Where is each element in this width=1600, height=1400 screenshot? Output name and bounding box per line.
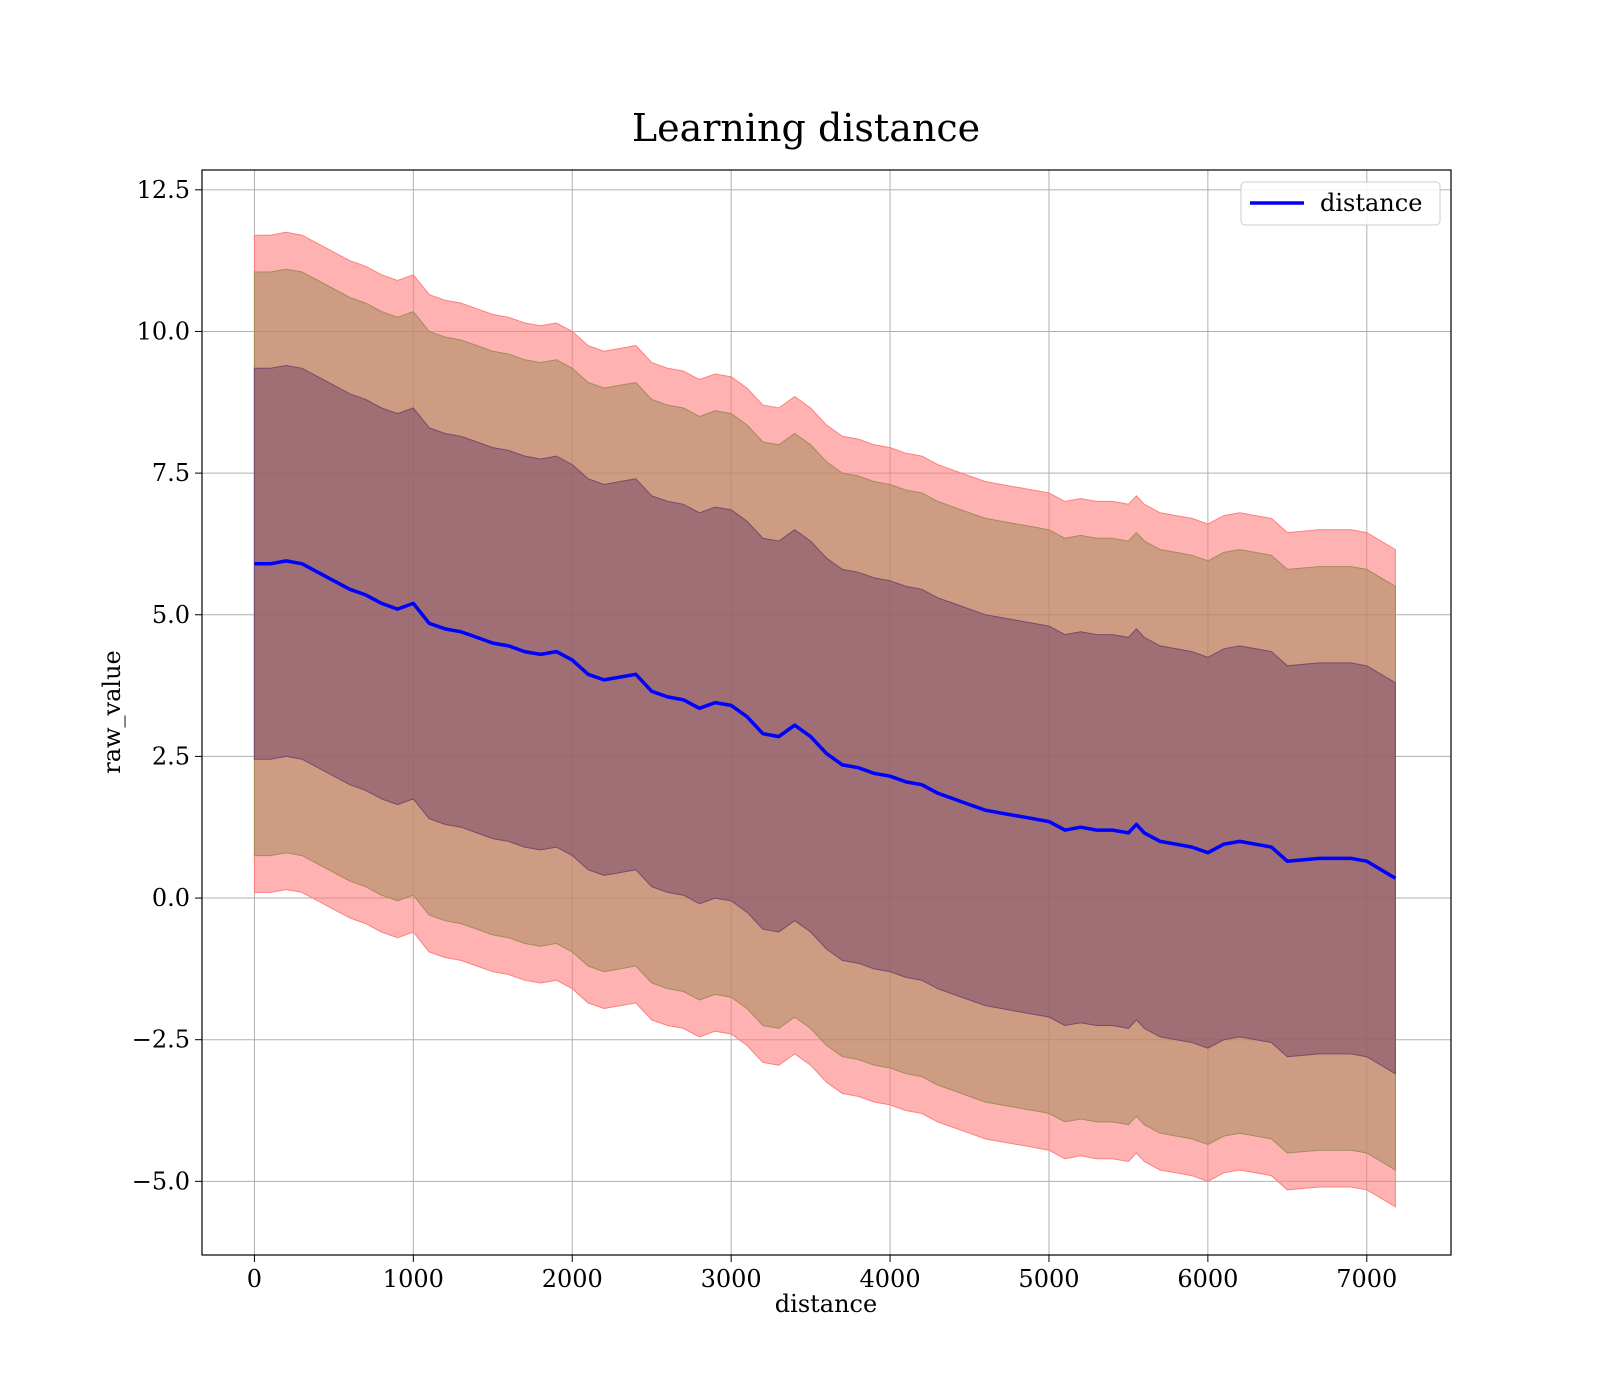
x-tick-label: 6000 bbox=[1177, 1265, 1238, 1293]
x-tick-label: 7000 bbox=[1336, 1265, 1397, 1293]
x-tick-label: 5000 bbox=[1018, 1265, 1079, 1293]
uncertainty-bands bbox=[253, 231, 1396, 1208]
chart-title: Learning distance bbox=[632, 106, 980, 150]
legend: distance bbox=[1240, 181, 1441, 226]
x-axis-ticks: 0 1000 2000 3000 4000 5000 6000 7000 bbox=[247, 1255, 1397, 1293]
y-tick-label: 2.5 bbox=[152, 742, 190, 770]
y-tick-label: 5.0 bbox=[152, 601, 190, 629]
x-tick-label: 1000 bbox=[383, 1265, 444, 1293]
y-tick-label: 7.5 bbox=[152, 459, 190, 487]
x-tick-label: 0 bbox=[247, 1265, 262, 1293]
x-axis-label: distance bbox=[775, 1290, 877, 1318]
band-inner bbox=[253, 364, 1396, 1075]
y-axis-ticks: −5.0 −2.5 0.0 2.5 5.0 7.5 10.0 12.5 bbox=[132, 176, 202, 1195]
y-tick-label: −2.5 bbox=[132, 1026, 190, 1054]
x-tick-label: 4000 bbox=[860, 1265, 921, 1293]
legend-box bbox=[1240, 181, 1441, 226]
x-tick-label: 3000 bbox=[701, 1265, 762, 1293]
y-tick-label: 10.0 bbox=[137, 317, 190, 345]
series-lines bbox=[254, 559, 1397, 880]
y-tick-label: 12.5 bbox=[137, 176, 190, 204]
legend-label-distance: distance bbox=[1320, 189, 1422, 217]
y-axis-label: raw_value bbox=[98, 650, 126, 774]
series-line-distance bbox=[254, 559, 1397, 880]
x-tick-label: 2000 bbox=[542, 1265, 603, 1293]
y-tick-label: 0.0 bbox=[152, 884, 190, 912]
plot-frame bbox=[201, 169, 1452, 1256]
y-tick-label: −5.0 bbox=[132, 1167, 190, 1195]
